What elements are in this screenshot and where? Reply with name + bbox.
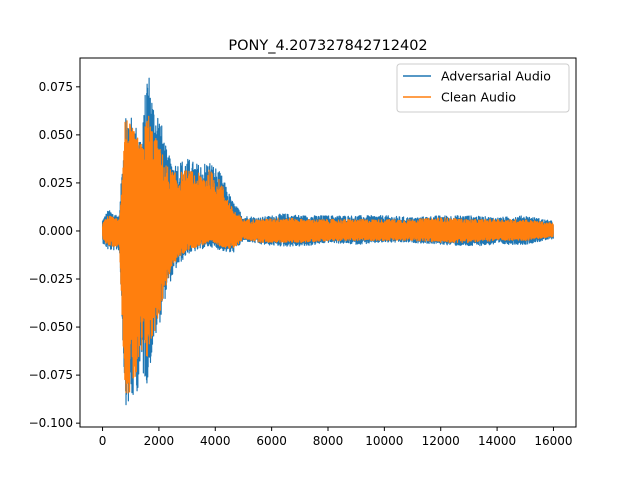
x-tick-label: 10000 <box>365 434 403 448</box>
x-tick-label: 4000 <box>200 434 231 448</box>
x-tick-label: 8000 <box>313 434 344 448</box>
x-tick-label: 12000 <box>422 434 460 448</box>
y-tick-label: 0.050 <box>39 128 73 142</box>
plot-area <box>101 77 554 406</box>
y-tick-label: −0.075 <box>29 368 73 382</box>
series-line-clean-audio <box>101 115 554 394</box>
x-tick-label: 2000 <box>144 434 175 448</box>
x-tick-label: 0 <box>99 434 107 448</box>
chart-title: PONY_4.207327842712402 <box>228 38 427 54</box>
legend-box <box>396 63 570 113</box>
legend-label: Clean Audio <box>441 90 516 105</box>
y-tick-label: −0.050 <box>29 320 73 334</box>
axes: 0 2000 4000 6000 8000 10000 12000 14000 16000 −0.… <box>29 57 577 448</box>
legend-label: Adversarial Audio <box>441 69 551 84</box>
x-tick-label: 16000 <box>534 434 572 448</box>
x-tick-label: 6000 <box>256 434 287 448</box>
y-tick-label: −0.025 <box>29 272 73 286</box>
y-tick-label: 0.075 <box>39 80 73 94</box>
y-tick-label: 0.000 <box>39 224 73 238</box>
y-tick-label: 0.025 <box>39 176 73 190</box>
y-tick-label: −0.100 <box>29 416 73 430</box>
legend: Adversarial Audio Clean Audio <box>396 63 570 113</box>
x-tick-label: 14000 <box>478 434 516 448</box>
